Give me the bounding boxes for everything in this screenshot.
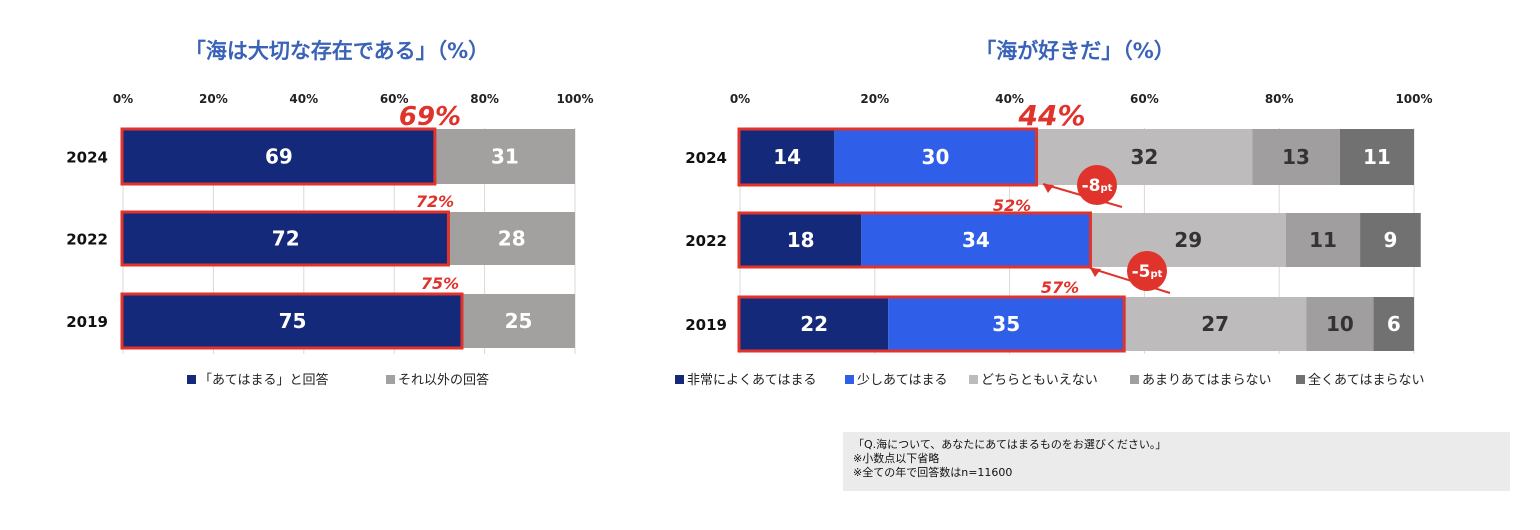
annotation-text: -8pt — [1082, 176, 1113, 196]
bar-value-label: 28 — [498, 227, 526, 251]
bar-segment — [740, 129, 835, 185]
note-question: 「Q.海について、あなたにあてはまるものをお選びください。」 — [853, 438, 1167, 451]
bar-segment — [861, 213, 1091, 267]
bar-segment — [123, 212, 449, 265]
bar-segment — [1124, 297, 1307, 351]
annotation-arrowhead — [1043, 184, 1054, 193]
legend-label: それ以外の回答 — [398, 372, 489, 388]
bar-value-label: 10 — [1326, 312, 1354, 336]
year-label: 2024 — [685, 149, 727, 167]
bar-value-label: 14 — [773, 145, 801, 169]
x-tick-label: 60% — [380, 92, 409, 106]
legend-label: 非常によくあてはまる — [687, 373, 816, 388]
bar-segment — [1090, 213, 1286, 267]
bar-segment — [448, 212, 575, 265]
year-label: 2024 — [66, 149, 108, 167]
legend-swatch — [1296, 375, 1305, 384]
bar-value-label: 34 — [962, 228, 990, 252]
bar-segment — [740, 297, 889, 351]
x-tick-label: 80% — [470, 92, 499, 106]
bar-segment — [740, 213, 862, 267]
x-tick-label: 20% — [860, 92, 889, 106]
legend-label: どちらともいえない — [981, 373, 1098, 388]
bar-segment — [1339, 129, 1414, 185]
bar-segment — [1252, 129, 1340, 185]
x-tick-label: 40% — [995, 92, 1024, 106]
bar-value-label: 27 — [1201, 312, 1229, 336]
year-label: 2022 — [66, 231, 108, 249]
bar-segment — [123, 294, 462, 348]
annotation-arrowhead — [1090, 268, 1101, 277]
chart-title: 「海は大切な存在である」（%） — [185, 39, 489, 63]
x-tick-label: 40% — [289, 92, 318, 106]
bar-value-label: 18 — [787, 228, 815, 252]
bar-value-label: 11 — [1309, 228, 1337, 252]
agree-highlight-box — [737, 211, 1092, 269]
x-tick-label: 100% — [1395, 92, 1432, 106]
bar-value-label: 6 — [1387, 312, 1401, 336]
legend-swatch — [187, 375, 196, 384]
bar-value-label: 22 — [800, 312, 828, 336]
year-label: 2022 — [685, 232, 727, 250]
agree-highlight-box — [737, 127, 1039, 187]
note-rounding: ※小数点以下省略 — [853, 452, 940, 465]
legend-label: 全くあてはまらない — [1308, 372, 1424, 388]
agree-total-label: 75% — [421, 274, 459, 293]
agree-total-label: 52% — [993, 196, 1031, 215]
legend-swatch — [386, 375, 395, 384]
year-label: 2019 — [685, 316, 727, 334]
legend-swatch — [1130, 375, 1139, 384]
legend-swatch — [969, 375, 978, 384]
bar-segment — [1306, 297, 1374, 351]
bar-segment — [1036, 129, 1253, 185]
agree-highlight-box — [120, 210, 450, 267]
legend-label: 「あてはまる」と回答 — [199, 372, 328, 388]
note-sample-size: ※全ての年で回答数はn=11600 — [853, 466, 1013, 479]
agree-total-label: 72% — [416, 192, 454, 211]
x-tick-label: 100% — [556, 92, 593, 106]
x-tick-label: 0% — [730, 92, 750, 106]
agree-highlight-box — [120, 292, 464, 350]
agree-highlight-box — [120, 127, 437, 186]
bar-value-label: 31 — [491, 145, 519, 169]
bar-value-label: 35 — [992, 312, 1020, 336]
bar-segment — [1360, 213, 1421, 267]
bar-value-label: 29 — [1174, 228, 1202, 252]
annotation-badge — [1127, 251, 1167, 291]
agree-total-label: 57% — [1041, 278, 1079, 297]
x-tick-label: 0% — [113, 92, 133, 106]
bar-value-label: 32 — [1130, 145, 1158, 169]
year-label: 2019 — [66, 313, 108, 331]
x-tick-label: 80% — [1265, 92, 1294, 106]
bar-segment — [834, 129, 1037, 185]
bar-value-label: 69 — [265, 145, 293, 169]
chart-title: 「海が好きだ」（%） — [975, 39, 1175, 63]
legend-label: あまりあてはまらない — [1142, 373, 1271, 388]
annotation-badge — [1077, 165, 1117, 205]
bar-value-label: 9 — [1383, 228, 1397, 252]
agree-highlight-box — [737, 295, 1126, 353]
bar-segment — [1285, 213, 1361, 267]
bar-segment — [1373, 297, 1414, 351]
bar-value-label: 75 — [279, 309, 307, 333]
x-tick-label: 60% — [1130, 92, 1159, 106]
legend-swatch — [675, 375, 684, 384]
bar-value-label: 72 — [272, 227, 300, 251]
legend-label: 少しあてはまる — [857, 373, 947, 388]
bar-value-label: 30 — [922, 145, 950, 169]
bar-segment — [888, 297, 1125, 351]
bar-segment — [123, 129, 435, 184]
bar-value-label: 25 — [505, 309, 533, 333]
bar-segment — [462, 294, 575, 348]
agree-total-label: 69% — [399, 102, 461, 132]
agree-total-label: 44% — [1017, 99, 1085, 132]
legend-swatch — [845, 375, 854, 384]
bar-value-label: 11 — [1363, 145, 1391, 169]
bar-segment — [434, 129, 575, 184]
annotation-text: -5pt — [1132, 262, 1163, 282]
bar-value-label: 13 — [1282, 145, 1310, 169]
survey-note: 「Q.海について、あなたにあてはまるものをお選びください。」 ※小数点以下省略 … — [843, 432, 1510, 491]
x-tick-label: 20% — [199, 92, 228, 106]
